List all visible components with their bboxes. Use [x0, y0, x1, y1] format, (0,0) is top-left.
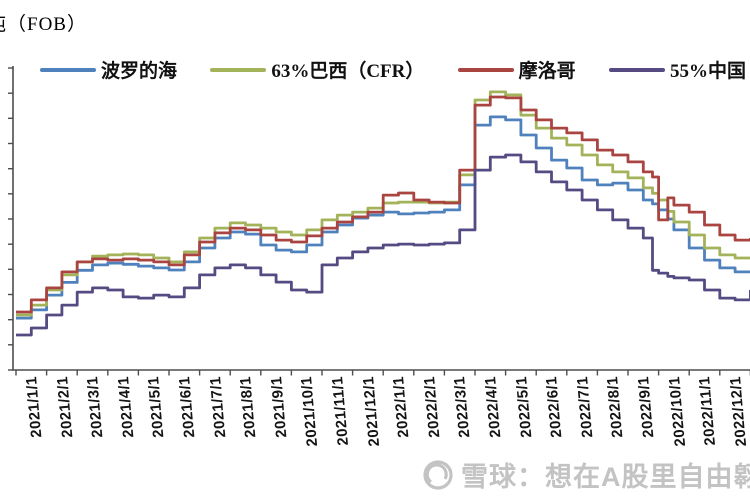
legend-label: 摩洛哥 [518, 61, 576, 82]
legend-item-baltic: 波罗的海 [40, 56, 177, 83]
legend-line-swatch-olive [210, 67, 267, 72]
watermark: 雪球：想在A股里自由翱翔 [421, 455, 750, 494]
series-line-0 [16, 115, 750, 320]
legend-line-swatch-blue [40, 67, 96, 72]
series-line-3 [16, 153, 750, 337]
xueqiu-snowball-logo-icon [423, 459, 453, 490]
legend-item-china-55: 55%中国 [608, 56, 746, 83]
legend-item-brazil-63: 63%巴西（CFR） [210, 56, 424, 83]
series-line-1 [16, 90, 750, 317]
series-line-2 [16, 95, 750, 314]
y-axis-unit-label: 吨（FOB） [0, 14, 87, 35]
legend-label: 63%巴西（CFR） [271, 61, 425, 82]
legend-item-morocco: 摩洛哥 [457, 56, 576, 83]
legend-label: 55%中国 [669, 61, 746, 82]
legend-label: 波罗的海 [101, 61, 178, 82]
legend: 波罗的海 63%巴西（CFR） 摩洛哥 55%中国 [40, 56, 746, 83]
legend-line-swatch-red [457, 67, 514, 72]
legend-line-swatch-purple [608, 67, 665, 72]
axis-lines [12, 66, 750, 371]
watermark-text: 雪球：想在A股里自由翱翔 [461, 462, 750, 492]
